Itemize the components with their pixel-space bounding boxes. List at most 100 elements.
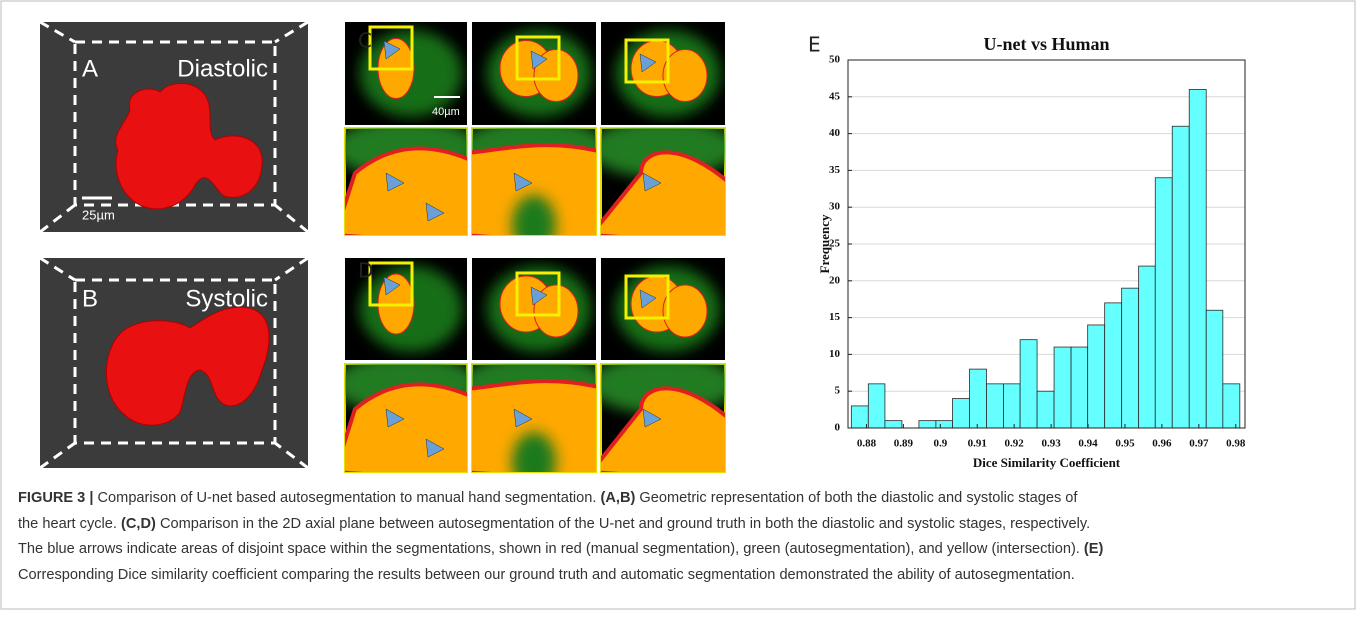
roi-box: [515, 35, 561, 81]
scale-label: 25µm: [82, 207, 115, 222]
x-tick-label: 0.88: [857, 438, 877, 450]
hole: [512, 432, 556, 472]
x-tick-label: 0.94: [1078, 438, 1098, 450]
image-cell: [601, 258, 725, 360]
bar: [1019, 339, 1038, 429]
image-cell: [472, 258, 596, 360]
y-tick-label: 35: [829, 164, 841, 176]
roi-box: [368, 25, 414, 71]
bar: [1036, 390, 1055, 429]
blob: [533, 49, 579, 102]
panels-cd: [344, 22, 726, 473]
image-cell: [345, 22, 467, 125]
caption-text: FIGURE 3 |: [18, 490, 94, 506]
arrow: [513, 172, 533, 192]
bar: [1087, 324, 1106, 429]
bar: [884, 420, 903, 429]
arrow: [642, 408, 662, 428]
y-axis-label: Frequency: [817, 214, 832, 273]
arrow: [385, 172, 405, 192]
caption-text: Comparison of U-net based autosegmentati…: [93, 490, 601, 506]
image-content: [345, 364, 467, 472]
caption: FIGURE 3 | Comparison of U-net based aut…: [18, 486, 1343, 588]
panel-label: Diastolic: [177, 55, 268, 82]
x-tick-label: 0.91: [968, 438, 987, 450]
x-tick-label: 0.9: [933, 438, 947, 450]
y-tick-label: 0: [835, 422, 841, 434]
panel-a: A Diastolic 25µm: [39, 20, 309, 234]
arrow: [642, 172, 662, 192]
blob: [662, 49, 708, 102]
arrow: [425, 438, 445, 458]
blob: [472, 143, 596, 235]
caption-line: FIGURE 3 | Comparison of U-net based aut…: [18, 486, 1343, 512]
arrow: [383, 40, 401, 60]
image-cell: [472, 22, 596, 125]
image-cell: [471, 363, 597, 473]
x-tick-label: 0.98: [1226, 438, 1246, 450]
panel-letter: C: [358, 29, 372, 53]
bar: [1222, 383, 1241, 429]
bar: [952, 398, 970, 429]
bar: [1138, 265, 1156, 429]
plot-frame: [847, 59, 1246, 429]
image-cell: [600, 363, 726, 473]
y-tick-label: 45: [829, 90, 841, 102]
caption-text: Geometric representation of both the dia…: [635, 490, 1078, 506]
image-cell: [601, 22, 725, 125]
arrow: [513, 408, 533, 428]
y-tick-label: 20: [829, 274, 841, 286]
hole: [512, 195, 556, 235]
arrow: [383, 276, 401, 296]
arrow: [530, 50, 548, 70]
bar: [1104, 302, 1123, 429]
histogram: 0 5 10 15 20 25 30 35 40 45 50 0.88 0.89 0.9 0.91 0.92 0…: [817, 34, 1246, 470]
arrow: [385, 408, 405, 428]
x-axis-label: Dice Similarity Coefficient: [973, 455, 1121, 470]
image-cell: [344, 363, 468, 473]
panel-letter: E: [808, 33, 821, 57]
roi-box: [368, 261, 414, 307]
bar: [850, 405, 869, 429]
y-tick-label: 40: [829, 127, 841, 139]
x-tick-label: 0.97: [1189, 438, 1209, 450]
image-content: [359, 25, 463, 117]
panel-letter: A: [82, 55, 98, 82]
x-tick-label: 0.89: [894, 438, 914, 450]
bar: [1171, 125, 1190, 429]
y-tick-label: 30: [829, 201, 841, 213]
image-cell: [345, 258, 467, 360]
blob: [601, 386, 725, 472]
chart-title: U-net vs Human: [983, 34, 1109, 54]
image-cell: [600, 127, 726, 236]
y-tick-label: 25: [829, 238, 841, 250]
arrow: [425, 202, 445, 222]
image-content: [615, 266, 721, 352]
bar: [935, 420, 953, 429]
caption-text: Corresponding Dice similarity coefficien…: [18, 566, 1075, 583]
caption-text: The blue arrows indicate areas of disjoi…: [18, 541, 1084, 557]
panel-letter: B: [82, 285, 98, 312]
roi-box: [515, 271, 561, 317]
y-tick-label: 10: [829, 348, 841, 360]
x-tick-label: 0.95: [1115, 438, 1135, 450]
image-content: [601, 128, 725, 235]
arrow: [530, 286, 548, 306]
arrow: [639, 289, 657, 309]
caption-text: Comparison in the 2D axial plane between…: [155, 515, 1091, 532]
blob: [533, 284, 579, 338]
scale-label: 40µm: [432, 106, 460, 118]
y-tick-label: 5: [835, 385, 841, 397]
bar: [1121, 287, 1140, 429]
panel-label: Systolic: [185, 285, 268, 312]
bar: [1053, 346, 1072, 429]
image-content: [486, 266, 592, 352]
x-tick-label: 0.96: [1152, 438, 1172, 450]
bar: [1070, 346, 1089, 429]
caption-text: (E): [1083, 541, 1104, 557]
image-content: [472, 128, 596, 235]
image-content: [486, 30, 592, 117]
